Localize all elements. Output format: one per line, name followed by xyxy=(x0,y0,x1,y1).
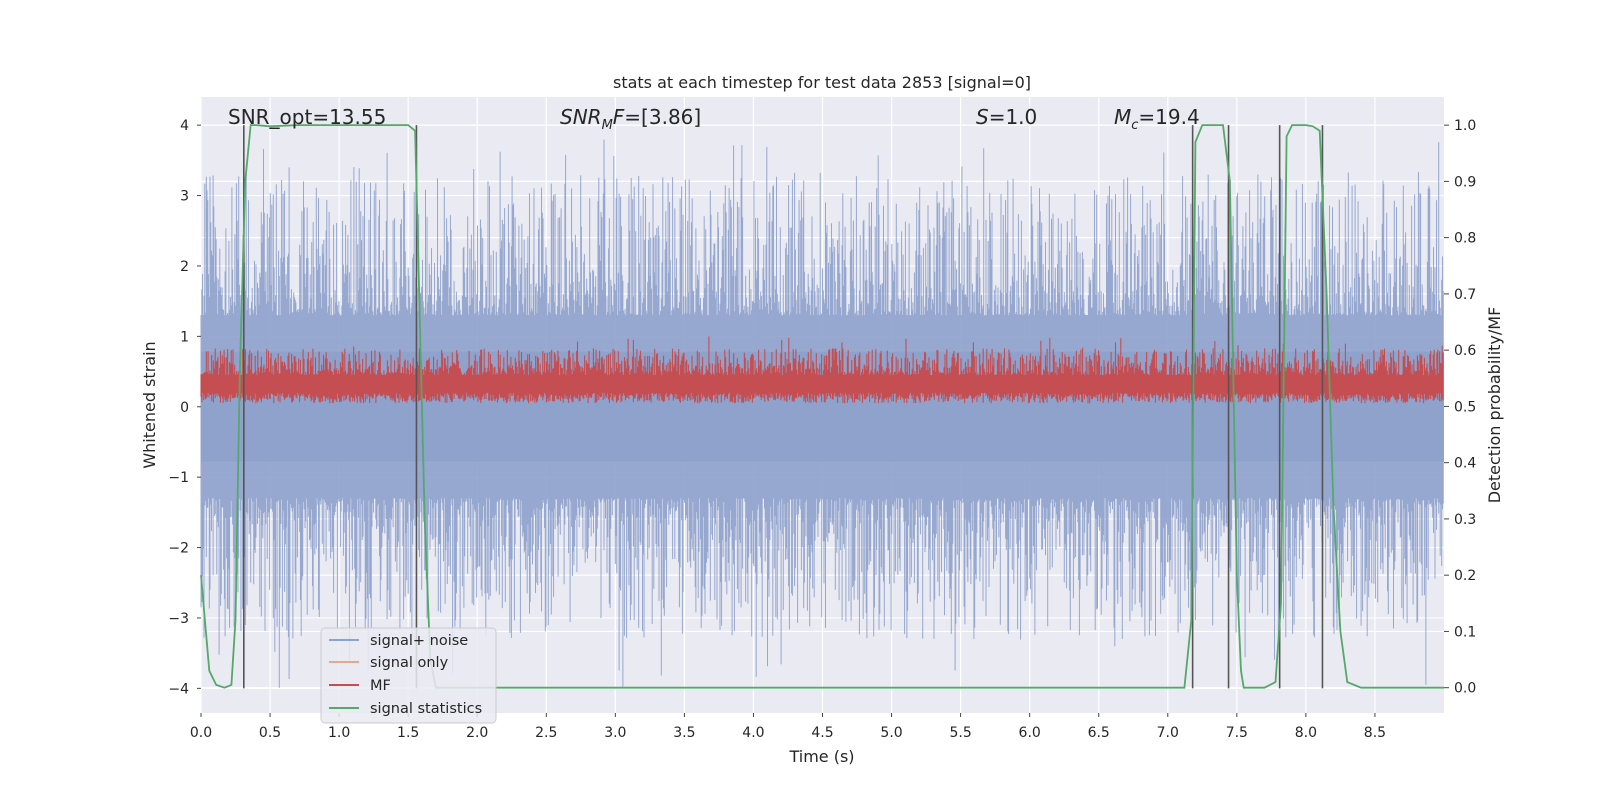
annotation-snr-opt: SNR_opt=13.55 xyxy=(228,105,386,129)
y-right-tick-label: 0.4 xyxy=(1454,456,1476,472)
y-right-tick-label: 0.7 xyxy=(1454,287,1476,303)
y-axis-label: Whitened strain xyxy=(140,341,159,468)
annotation-s: S=1.0 xyxy=(976,105,1037,129)
y-tick-label: −4 xyxy=(168,681,189,697)
y-right-tick-label: 0.0 xyxy=(1454,681,1476,697)
legend-label: signal statistics xyxy=(370,701,482,717)
signal-noise-line xyxy=(200,139,1444,688)
annotation-mc-value: =19.4 xyxy=(1138,105,1199,129)
x-tick-label: 6.5 xyxy=(1088,725,1110,741)
y-tick-label: 3 xyxy=(180,189,189,205)
legend-label: MF xyxy=(370,678,391,694)
x-tick-label: 1.5 xyxy=(397,725,419,741)
x-axis-label: Time (s) xyxy=(788,747,854,766)
annotation-mc-sub: c xyxy=(1131,118,1138,133)
y-right-tick-label: 1.0 xyxy=(1454,118,1476,134)
x-tick-label: 8.5 xyxy=(1364,725,1386,741)
legend-item: signal+ noise xyxy=(329,633,468,649)
y-tick-label: 2 xyxy=(180,259,189,275)
signal-statistics-series xyxy=(200,124,1444,689)
annotation-s-main: S xyxy=(976,105,989,129)
x-tick-label: 0.5 xyxy=(259,725,281,741)
x-tick-label: 6.0 xyxy=(1019,725,1041,741)
y-tick-label: 4 xyxy=(180,118,189,134)
annotation-snr-mf-main: SNR xyxy=(560,105,602,129)
y-right-tick-label: 0.1 xyxy=(1454,624,1476,640)
chart-title: stats at each timestep for test data 285… xyxy=(613,73,1031,92)
y-right-tick-label: 0.2 xyxy=(1454,568,1476,584)
y-axis-right-ticks: 0.0 0.1 0.2 0.3 0.4 0.5 0.6 0.7 0.8 0.9 1.0 xyxy=(1444,118,1476,697)
y-tick-label: 1 xyxy=(180,329,189,345)
x-tick-label: 3.0 xyxy=(604,725,626,741)
x-tick-label: 7.5 xyxy=(1226,725,1248,741)
legend-item: signal only xyxy=(329,655,449,671)
y-right-tick-label: 0.3 xyxy=(1454,512,1476,528)
annotation-snr-mf-sub: M xyxy=(602,118,613,133)
y-tick-label: −3 xyxy=(168,611,189,627)
legend: signal+ noise signal only MF signal stat… xyxy=(320,627,497,724)
x-tick-label: 0.0 xyxy=(190,725,212,741)
y-tick-label: −1 xyxy=(168,470,189,486)
y-right-tick-label: 0.5 xyxy=(1454,399,1476,415)
mf-line xyxy=(200,336,1444,404)
legend-item: signal statistics xyxy=(329,701,482,717)
x-tick-label: 4.0 xyxy=(742,725,764,741)
x-tick-label: 5.0 xyxy=(880,725,902,741)
annotation-snr-mf: SNRMF=[3.86] xyxy=(560,105,701,133)
x-tick-label: 1.0 xyxy=(328,725,350,741)
y-right-tick-label: 0.9 xyxy=(1454,174,1476,190)
x-tick-label: 2.0 xyxy=(466,725,488,741)
x-tick-label: 4.5 xyxy=(811,725,833,741)
y-axis-right-label: Detection probability/MF xyxy=(1485,307,1504,504)
y-right-tick-label: 0.6 xyxy=(1454,343,1476,359)
x-tick-label: 7.0 xyxy=(1157,725,1179,741)
x-tick-label: 3.5 xyxy=(673,725,695,741)
y-right-tick-label: 0.8 xyxy=(1454,231,1476,247)
annotation-snr-mf-tail: F xyxy=(613,105,625,129)
legend-item: MF xyxy=(329,678,391,694)
x-axis-ticks: 0.0 0.5 1.0 1.5 2.0 2.5 3.0 3.5 4.0 4.5 5.0 5.5 6.0 6… xyxy=(190,713,1386,741)
legend-box xyxy=(320,627,497,724)
vertical-markers xyxy=(243,125,1324,689)
x-tick-label: 8.0 xyxy=(1295,725,1317,741)
legend-label: signal only xyxy=(370,655,449,671)
y-tick-label: 0 xyxy=(180,400,189,416)
annotation-mc: Mc=19.4 xyxy=(1114,105,1200,133)
mf-series xyxy=(200,336,1444,404)
x-tick-label: 2.5 xyxy=(535,725,557,741)
annotation-snr-mf-value: =[3.86] xyxy=(624,105,701,129)
x-tick-label: 5.5 xyxy=(949,725,971,741)
y-tick-label: −2 xyxy=(168,541,189,557)
annotation-s-value: =1.0 xyxy=(989,105,1038,129)
signal-statistics-line xyxy=(200,124,1444,689)
annotation-mc-main: M xyxy=(1114,105,1131,129)
legend-label: signal+ noise xyxy=(370,633,468,649)
y-axis-ticks: −4 −3 −2 −1 0 1 2 3 4 xyxy=(168,118,201,697)
